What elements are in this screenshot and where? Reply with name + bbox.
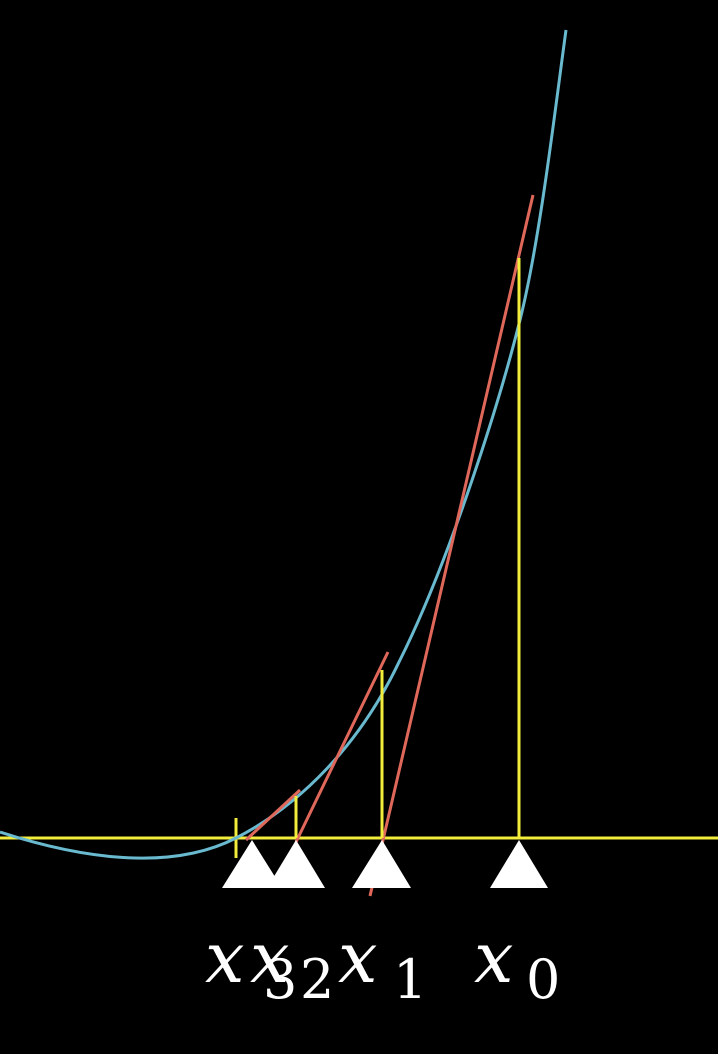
label-x3: x 3	[205, 917, 297, 1011]
marker-x3	[222, 840, 282, 888]
svg-text:1: 1	[393, 948, 427, 1011]
label-x0: x 0	[474, 917, 560, 1011]
label-x1: x 1	[338, 917, 427, 1011]
svg-text:2: 2	[300, 948, 334, 1011]
tangent-line-x2	[244, 788, 302, 842]
svg-text:x: x	[250, 917, 289, 999]
marker-x0	[490, 840, 548, 888]
svg-text:0: 0	[526, 948, 560, 1011]
marker-x2	[267, 840, 325, 888]
function-curve	[0, 29, 568, 860]
tangent-line-x0	[368, 194, 535, 897]
marker-x1	[352, 840, 411, 888]
svg-text:x: x	[338, 917, 377, 999]
svg-text:x: x	[474, 917, 513, 999]
svg-text:3: 3	[263, 948, 297, 1011]
svg-text:x: x	[205, 917, 244, 999]
tangent-line-x1	[294, 651, 390, 843]
label-x2: x 2	[250, 917, 334, 1011]
